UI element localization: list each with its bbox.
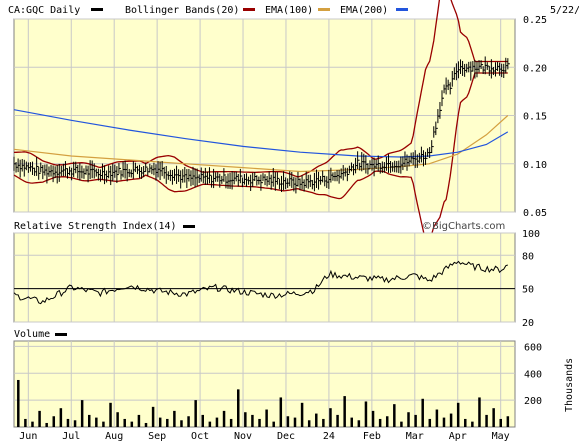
volume-unit-label: Thousands — [564, 358, 575, 412]
x-tick-label: Mar — [406, 431, 424, 442]
bollinger-upper — [13, 0, 508, 178]
volume-y-tick: 200 — [524, 396, 542, 407]
volume-legend-swatch — [55, 333, 67, 336]
volume-title: Volume — [14, 329, 50, 340]
rsi-y-tick: 20 — [522, 318, 534, 329]
ema200-legend-swatch — [396, 8, 408, 11]
watermark: ©BigCharts.com — [422, 221, 505, 232]
rsi-panel: 20 50 80 100 Relative Strength Index(14) ©B… — [13, 221, 540, 329]
ema200-line — [13, 109, 509, 158]
rsi-line — [13, 260, 508, 305]
volume-bars — [17, 379, 510, 427]
x-axis: Jun Jul Aug Sep Oct Nov Dec 24 Feb Mar Apr May — [19, 431, 509, 442]
price-y-tick: 0.20 — [523, 63, 547, 74]
ema100-legend-label: EMA(100) — [265, 5, 313, 16]
rsi-y-axis: 20 50 80 100 — [522, 229, 540, 329]
x-tick-label: Sep — [148, 431, 166, 442]
symbol-label: CA:GQC Daily — [8, 5, 80, 16]
ema200-legend-label: EMA(200) — [340, 5, 388, 16]
rsi-title: Relative Strength Index(14) — [14, 221, 177, 232]
x-tick-label: Feb — [363, 431, 381, 442]
rsi-plot-area — [13, 232, 516, 323]
x-tick-label: Jul — [62, 431, 80, 442]
ema100-legend-swatch — [318, 8, 330, 11]
rsi-y-tick: 80 — [522, 251, 534, 262]
rsi-y-tick: 100 — [522, 229, 540, 240]
x-tick-label: Dec — [277, 431, 295, 442]
volume-panel: 200 400 600 Volume Thousands — [13, 329, 575, 428]
price-legend-swatch — [91, 8, 103, 11]
price-y-tick: 0.05 — [523, 208, 547, 219]
volume-y-tick: 400 — [524, 369, 542, 380]
x-tick-label: Jun — [19, 431, 37, 442]
bollinger-legend-label: Bollinger Bands(20) — [125, 5, 239, 16]
price-y-tick: 0.10 — [523, 160, 547, 171]
x-tick-label: Aug — [105, 431, 123, 442]
x-tick-label: 24 — [323, 431, 335, 442]
bollinger-legend-swatch — [243, 8, 255, 11]
x-tick-label: Apr — [449, 431, 467, 442]
volume-plot-area — [13, 340, 516, 428]
volume-y-tick: 600 — [524, 342, 542, 353]
price-panel: 0.05 0.10 0.15 0.20 0.25 — [13, 0, 547, 246]
chart-date: 5/22/24 — [550, 5, 579, 16]
price-y-tick: 0.25 — [523, 15, 547, 26]
rsi-legend-swatch — [183, 225, 195, 228]
price-y-tick: 0.15 — [523, 112, 547, 123]
volume-y-axis: 200 400 600 — [524, 342, 542, 407]
price-y-axis: 0.05 0.10 0.15 0.20 0.25 — [523, 15, 547, 219]
rsi-y-tick: 50 — [522, 285, 534, 296]
x-tick-label: Oct — [191, 431, 209, 442]
volume-grid — [14, 341, 515, 427]
price-bars — [13, 56, 510, 194]
x-tick-label: May — [492, 431, 510, 442]
x-tick-label: Nov — [234, 431, 252, 442]
chart-header: CA:GQC Daily Bollinger Bands(20) EMA(100… — [8, 5, 579, 16]
